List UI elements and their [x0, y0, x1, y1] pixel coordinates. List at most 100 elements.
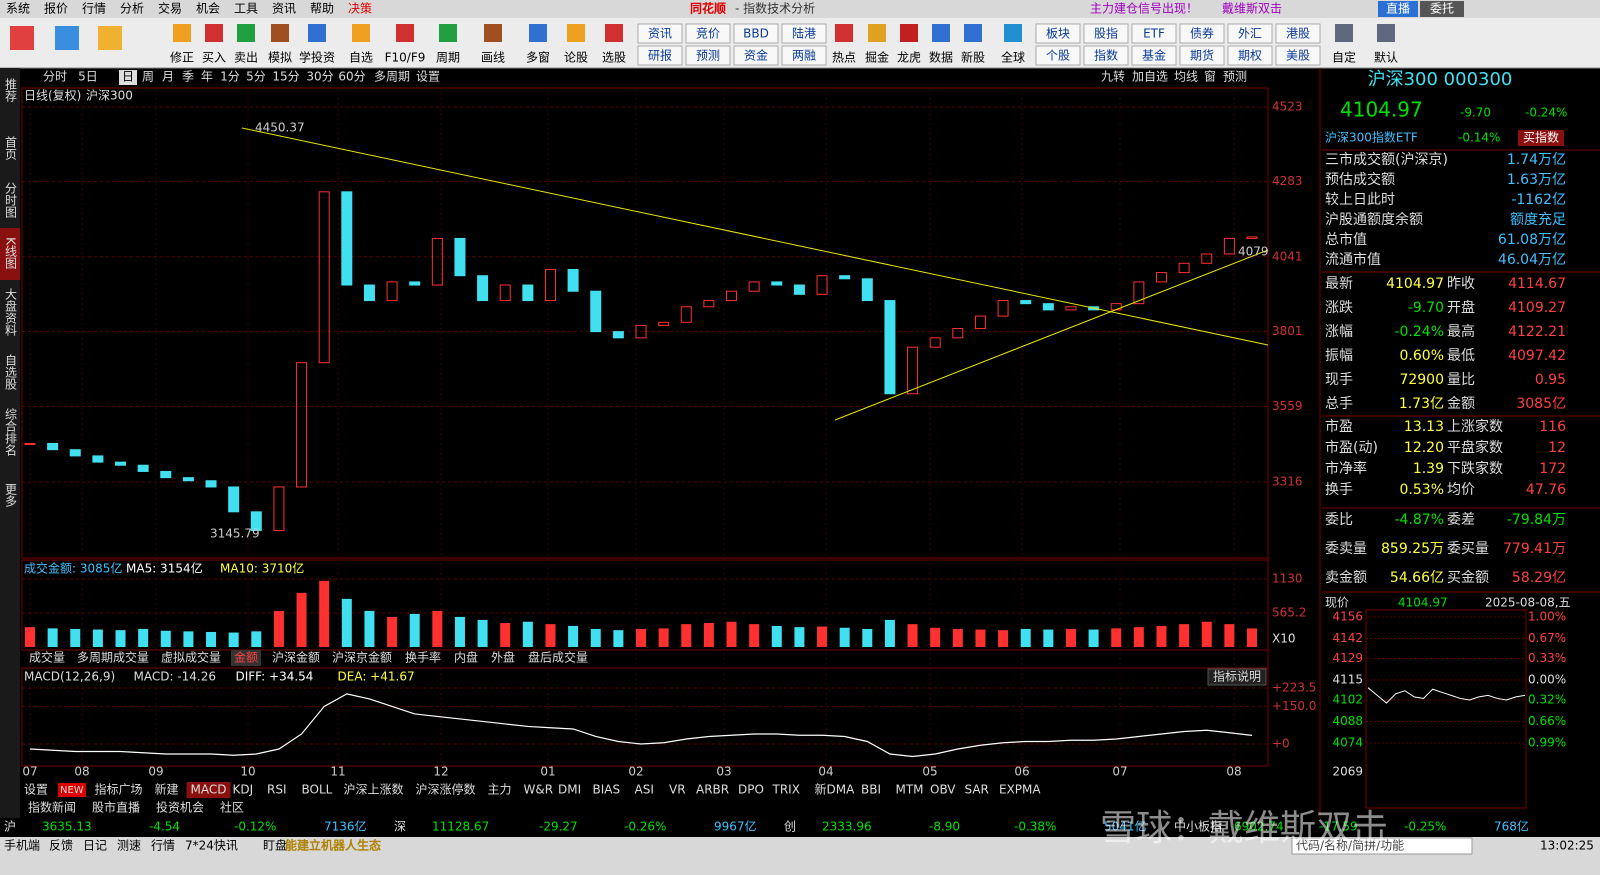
menu-item[interactable]: 分析: [120, 2, 144, 16]
tool-button[interactable]: 热点: [832, 51, 856, 65]
indicator-tab[interactable]: 主力: [488, 783, 512, 797]
menu-item[interactable]: 工具: [234, 2, 258, 16]
grid-button[interactable]: 美股: [1286, 49, 1310, 63]
tool-button[interactable]: 新股: [961, 50, 985, 65]
grid-button[interactable]: 预测: [696, 49, 720, 63]
indicator-tab[interactable]: DPO: [738, 783, 764, 797]
tool-button[interactable]: 论股: [564, 51, 588, 65]
menu-item[interactable]: 报价: [44, 1, 68, 16]
tool-button[interactable]: 周期: [436, 51, 460, 65]
grid-button[interactable]: 陆港: [792, 26, 816, 41]
indicator-tab[interactable]: W&R: [524, 783, 554, 797]
indicator-tab[interactable]: BIAS: [593, 783, 621, 797]
menu-item[interactable]: 机会: [196, 2, 220, 16]
indicator-tab[interactable]: NEW: [60, 785, 84, 796]
indicator-tab[interactable]: RSI: [267, 783, 287, 797]
grid-button[interactable]: 资金: [744, 48, 768, 63]
tool-button[interactable]: 多窗: [526, 51, 550, 65]
menu-item[interactable]: 帮助: [310, 2, 334, 16]
panel-tab[interactable]: 多周期成交量: [77, 650, 149, 665]
tool-button[interactable]: 数据: [929, 50, 953, 65]
footer-item[interactable]: 日记: [83, 839, 107, 853]
footer-item[interactable]: 7*24快讯: [185, 839, 238, 853]
menu-item[interactable]: 系统: [6, 2, 30, 16]
tool-button[interactable]: 自选: [349, 51, 373, 65]
live-button[interactable]: 直播: [1386, 2, 1410, 16]
panel-tab[interactable]: 盘后成交量: [528, 650, 588, 665]
tool-button[interactable]: 全球: [1001, 50, 1025, 65]
search-box[interactable]: 代码/名称/简拼/功能: [1296, 838, 1404, 853]
grid-button[interactable]: 期权: [1238, 49, 1262, 63]
tool-button[interactable]: 修正: [170, 50, 194, 65]
grid-button[interactable]: 股指: [1094, 26, 1118, 41]
entrust-button[interactable]: 委托: [1430, 2, 1454, 16]
tool-button[interactable]: 画线: [481, 51, 505, 65]
left-tab[interactable]: 更多: [4, 483, 18, 508]
grid-button[interactable]: 板块: [1046, 27, 1070, 41]
panel-tab[interactable]: 外盘: [491, 650, 515, 665]
grid-button[interactable]: 个股: [1046, 49, 1070, 63]
tool-button[interactable]: 龙虎: [897, 51, 921, 65]
period-tab[interactable]: 60分: [338, 70, 365, 84]
period-tab[interactable]: 周: [142, 70, 154, 84]
grid-button[interactable]: 竞价: [696, 27, 720, 41]
grid-button[interactable]: 基金: [1142, 48, 1166, 63]
period-tab[interactable]: 日: [122, 70, 134, 84]
indicator-tab[interactable]: SAR: [965, 783, 989, 797]
period-option[interactable]: 预测: [1223, 70, 1247, 84]
alert[interactable]: 主力建仓信号出现！: [1090, 2, 1198, 16]
sub-tab[interactable]: 投资机会: [156, 800, 204, 815]
period-tab[interactable]: 1分: [220, 70, 240, 84]
indicator-tab[interactable]: MACD: [191, 783, 227, 797]
indicator-tab[interactable]: EXPMA: [999, 783, 1041, 797]
tool-button[interactable]: 模拟: [268, 51, 292, 65]
left-tab[interactable]: 综合排名: [4, 408, 18, 456]
footer-item[interactable]: 盯盘: [263, 838, 287, 853]
panel-tab[interactable]: 换手率: [405, 650, 441, 665]
period-option[interactable]: 九转: [1101, 69, 1125, 84]
grid-button[interactable]: 研报: [648, 48, 672, 63]
tool-button[interactable]: 选股: [602, 51, 626, 65]
left-tab[interactable]: 大盘资料: [4, 288, 18, 336]
grid-button[interactable]: 港股: [1286, 27, 1310, 41]
indicator-tab[interactable]: KDJ: [233, 783, 254, 797]
left-tab[interactable]: 自选股: [4, 354, 18, 391]
indicator-tab[interactable]: 沪深涨停数: [416, 782, 476, 797]
tool-button[interactable]: F10/F9: [385, 51, 426, 65]
menu-item[interactable]: 交易: [158, 1, 182, 16]
period-tab[interactable]: 季: [182, 70, 194, 84]
period-tab[interactable]: 30分: [306, 70, 333, 84]
period-tab[interactable]: 5分: [246, 70, 266, 84]
period-tab[interactable]: 设置: [416, 70, 440, 84]
panel-tab[interactable]: 沪深京金额: [332, 650, 392, 665]
period-tab[interactable]: 15分: [272, 70, 299, 84]
grid-button[interactable]: 外汇: [1238, 27, 1262, 41]
sub-tab[interactable]: 股市直播: [92, 800, 140, 815]
left-tab[interactable]: K线图: [4, 237, 18, 269]
menu-item[interactable]: 资讯: [272, 2, 296, 16]
indicator-tab[interactable]: MTM: [896, 783, 924, 797]
period-option[interactable]: 窗: [1204, 70, 1216, 84]
grid-button[interactable]: 债券: [1190, 26, 1214, 41]
indicator-tab[interactable]: OBV: [930, 783, 956, 797]
period-tab[interactable]: 月: [162, 70, 174, 84]
indicator-tab[interactable]: BOLL: [302, 783, 333, 797]
grid-button[interactable]: BBD: [743, 27, 769, 41]
footer-item[interactable]: 手机端: [4, 839, 40, 853]
tool-button[interactable]: 买入: [202, 51, 226, 65]
period-option[interactable]: 均线: [1174, 70, 1198, 84]
period-tab[interactable]: 5日: [78, 70, 98, 84]
left-tab[interactable]: 分时图: [4, 182, 18, 218]
indicator-tab[interactable]: 新DMA: [815, 782, 856, 797]
tool-button[interactable]: 卖出: [234, 51, 258, 65]
grid-button[interactable]: 指数: [1094, 48, 1118, 63]
footer-item[interactable]: 测速: [117, 839, 141, 853]
panel-tab[interactable]: 虚拟成交量: [161, 650, 221, 665]
indicator-tab[interactable]: TRIX: [772, 783, 800, 797]
panel-tab[interactable]: 内盘: [454, 650, 478, 665]
menu-item[interactable]: 决策: [348, 2, 372, 16]
footer-item[interactable]: 行情: [151, 839, 175, 853]
grid-button[interactable]: 资讯: [648, 27, 672, 41]
period-tab[interactable]: 分时: [43, 70, 67, 84]
indicator-tab[interactable]: 沪深上涨数: [344, 782, 404, 797]
